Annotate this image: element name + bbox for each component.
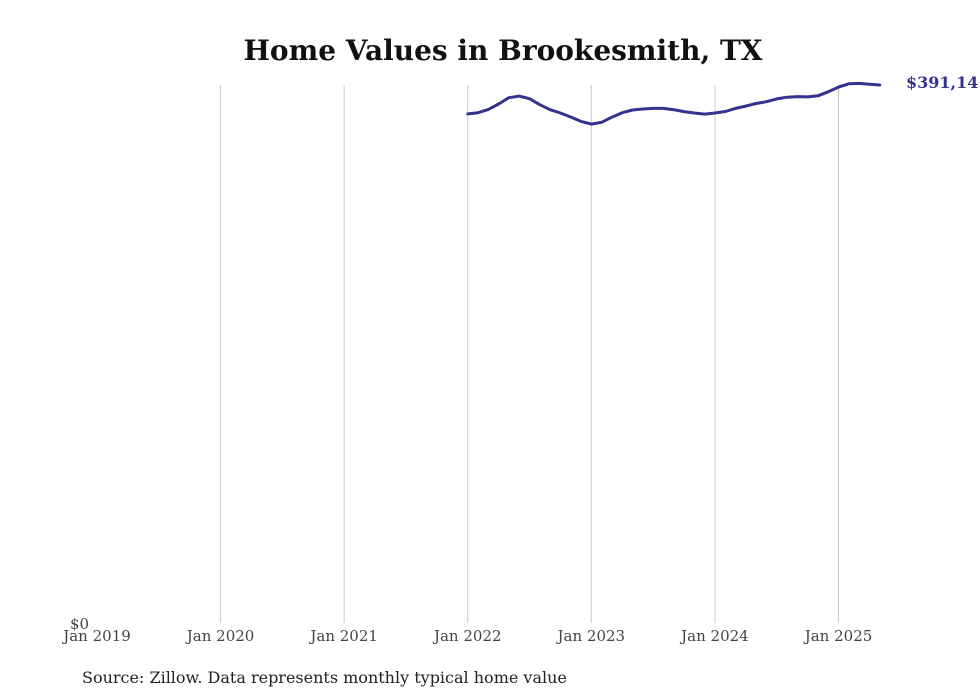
y-tick-label-0: $0 bbox=[70, 615, 89, 633]
x-axis-ticks: Jan 2019 Jan 2020 Jan 2021 Jan 2022 Jan 2023… bbox=[61, 627, 872, 645]
x-tick-label-2022: Jan 2022 bbox=[432, 627, 502, 645]
x-tick-label-2019: Jan 2019 bbox=[61, 627, 131, 645]
x-tick-label-2023: Jan 2023 bbox=[556, 627, 626, 645]
x-tick-label-2025: Jan 2025 bbox=[803, 627, 873, 645]
end-value-label: $391,14 bbox=[906, 73, 978, 92]
chart-title: Home Values in Brookesmith, TX bbox=[243, 34, 762, 67]
source-note: Source: Zillow. Data represents monthly … bbox=[82, 668, 567, 687]
x-tick-label-2024: Jan 2024 bbox=[679, 627, 749, 645]
x-tick-label-2021: Jan 2021 bbox=[308, 627, 378, 645]
gridlines bbox=[220, 85, 840, 623]
series-line-home-value bbox=[466, 81, 882, 126]
x-tick-label-2020: Jan 2020 bbox=[185, 627, 255, 645]
